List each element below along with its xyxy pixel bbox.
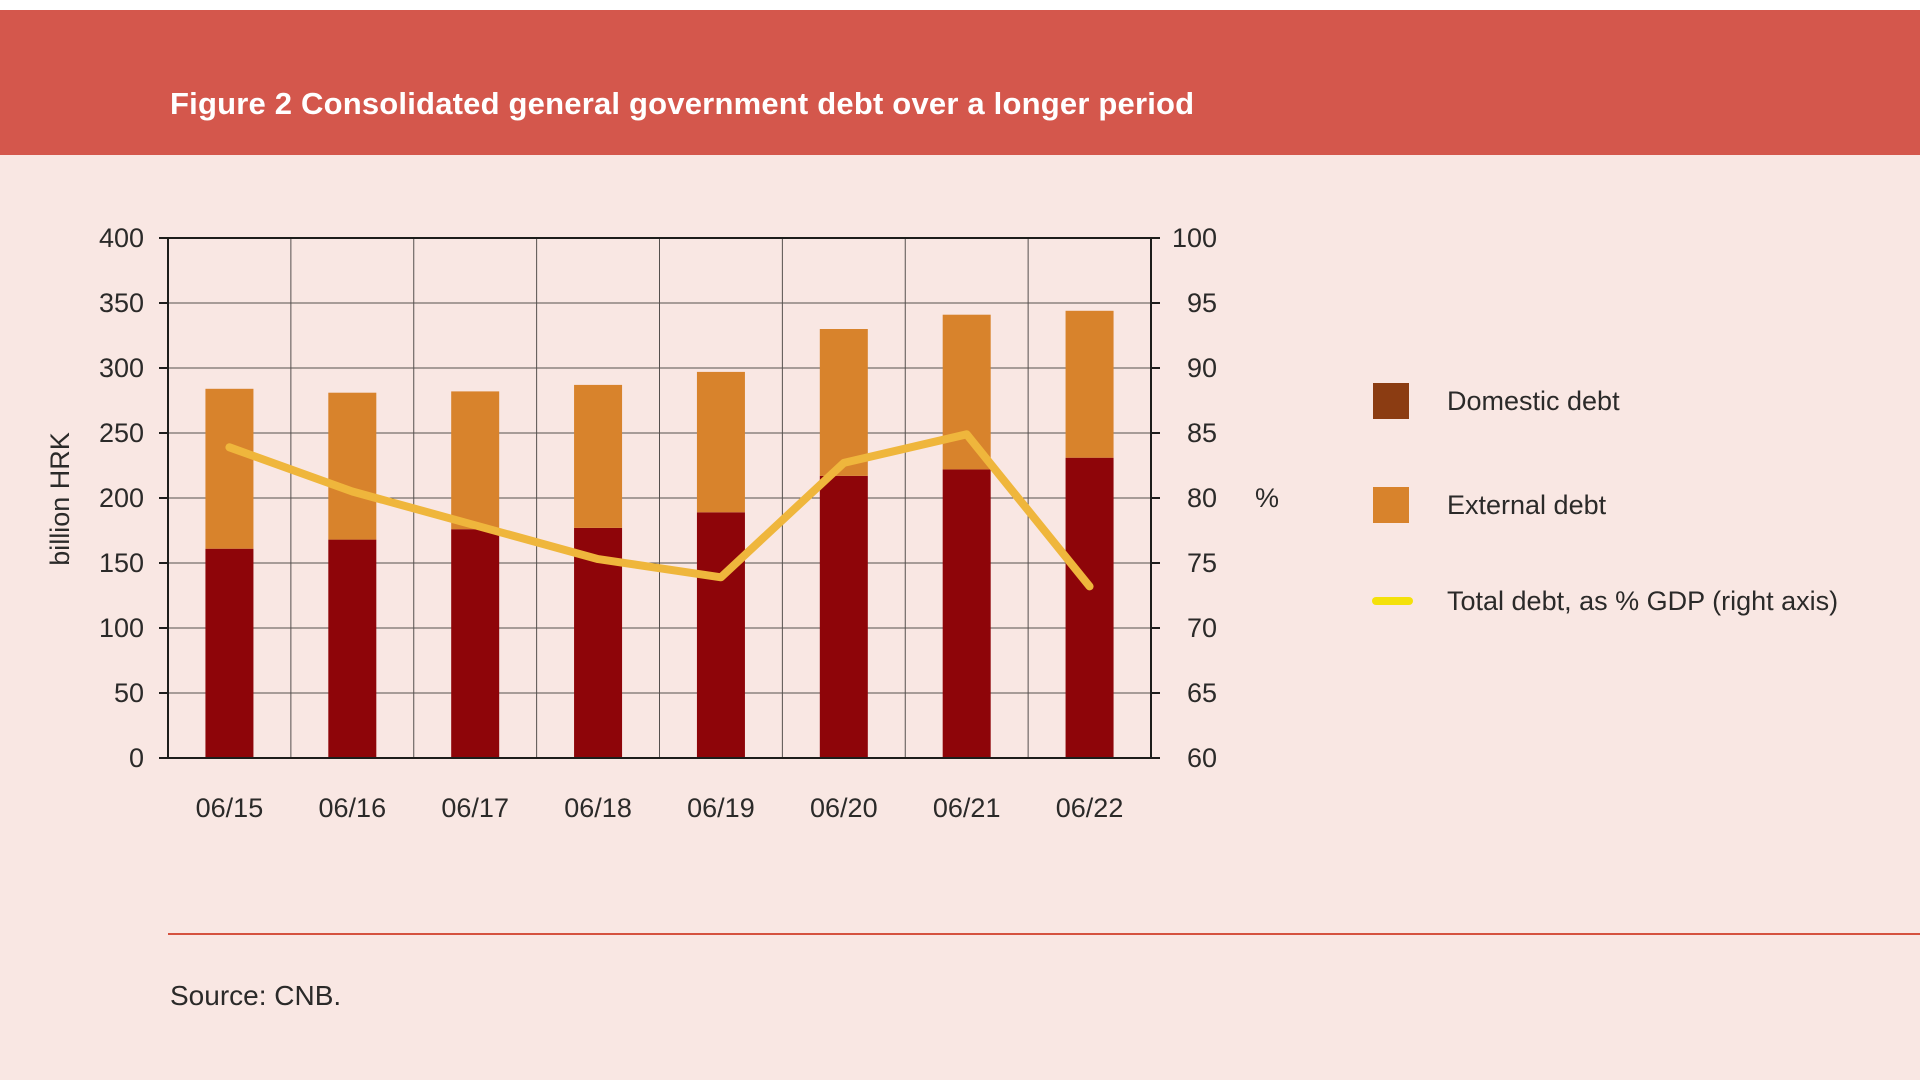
x-axis-label: 06/18 [564,793,632,823]
x-axis-label: 06/16 [318,793,387,823]
left-axis-tick-label: 300 [98,353,144,383]
domestic-debt-swatch [1373,383,1409,419]
domestic-debt-legend-label: Domestic debt [1447,386,1620,416]
bar-domestic [696,512,745,758]
x-axis-label: 06/15 [195,793,264,823]
bar-external [942,314,991,470]
external-debt-legend-label: External debt [1447,490,1607,520]
bar-domestic [574,527,623,758]
right-axis-tick-label: 85 [1186,418,1217,448]
left-axis-tick-label: 150 [98,548,144,578]
figure-banner: Figure 2 Consolidated general government… [0,10,1920,155]
left-axis-tick-label: 100 [98,613,144,643]
left-axis-unit-label: billion HRK [45,432,75,566]
left-axis-tick-label: 250 [98,418,144,448]
x-axis-label: 06/22 [1055,793,1124,823]
right-axis-tick-label: 70 [1186,613,1217,643]
bar-domestic [205,548,254,758]
bar-external [1065,310,1114,458]
bar-external [696,371,745,513]
bar-domestic [328,539,377,758]
left-axis-tick-label: 350 [98,288,144,318]
left-axis-tick-label: 400 [98,223,144,253]
bar-external [328,392,377,540]
left-axis-tick-label: 200 [98,483,144,513]
right-axis-tick-label: 60 [1186,743,1217,773]
external-debt-swatch [1373,487,1409,523]
gdp-line-legend-label: Total debt, as % GDP (right axis) [1447,586,1839,616]
source-text: Source: CNB. [170,980,342,1011]
bar-domestic [451,529,500,758]
right-axis-tick-label: 95 [1186,288,1217,318]
right-axis-tick-label: 100 [1171,223,1217,253]
plot-area [159,237,1160,759]
bar-domestic [942,469,991,758]
left-axis-tick-label: 50 [113,678,144,708]
gdp-line-swatch [1372,597,1413,605]
bar-external [451,391,500,530]
x-axis-label: 06/19 [687,793,755,823]
bar-domestic [819,475,868,758]
bar-external [205,388,254,549]
source-divider-line [168,933,1920,935]
right-axis-unit-label: % [1255,483,1280,513]
x-axis-label: 06/21 [932,793,1001,823]
x-axis-label: 06/17 [441,793,509,823]
right-axis-tick-label: 90 [1186,353,1217,383]
right-axis-tick-label: 75 [1186,548,1217,578]
gdp-line [225,430,1094,591]
x-axis-label: 06/20 [810,793,878,823]
bar-external [574,384,623,528]
right-axis-tick-label: 65 [1186,678,1217,708]
bar-external [819,329,868,476]
figure-title: Figure 2 Consolidated general government… [170,86,1195,121]
right-axis-tick-label: 80 [1186,483,1217,513]
left-axis-tick-label: 0 [128,743,144,773]
bar-domestic [1065,457,1114,758]
